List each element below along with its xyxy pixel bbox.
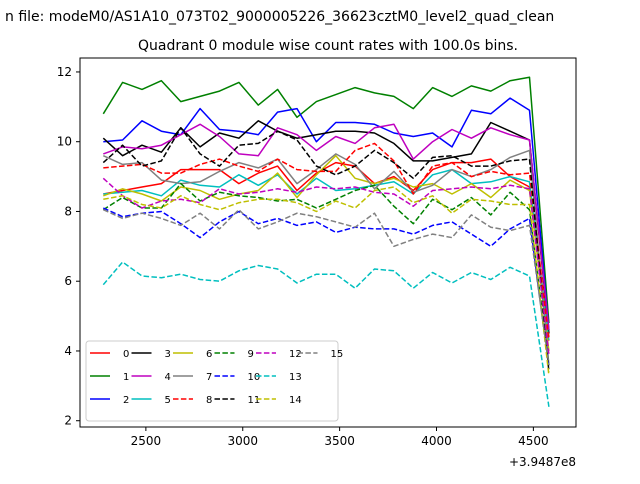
series-line-15 bbox=[102, 208, 550, 366]
legend-label-1: 1 bbox=[123, 372, 129, 383]
legend-label-14: 14 bbox=[289, 395, 302, 406]
x-tick-label: 3000 bbox=[227, 434, 258, 448]
x-tick-label: 4000 bbox=[421, 434, 452, 448]
legend-label-15: 15 bbox=[331, 349, 344, 360]
x-tick-label: 4500 bbox=[518, 434, 549, 448]
y-tick-label: 10 bbox=[57, 135, 72, 149]
series-line-8 bbox=[103, 142, 550, 341]
y-tick-label: 6 bbox=[64, 274, 72, 288]
legend-label-10: 10 bbox=[248, 372, 261, 383]
series-line-9 bbox=[102, 182, 550, 365]
series-line-13 bbox=[102, 261, 550, 407]
legend-label-11: 11 bbox=[248, 395, 261, 406]
x-tick-label: 2500 bbox=[131, 434, 162, 448]
series-line-10 bbox=[102, 207, 550, 369]
legend-label-2: 2 bbox=[123, 395, 129, 406]
chart-suptitle: n file: modeM0/AS1A10_073T02_9000005226_… bbox=[5, 9, 554, 25]
legend-label-8: 8 bbox=[206, 395, 212, 406]
legend-label-13: 13 bbox=[289, 372, 302, 383]
legend-label-5: 5 bbox=[165, 395, 171, 406]
plot-frame bbox=[79, 57, 577, 428]
series-line-12 bbox=[102, 177, 550, 355]
legend-label-9: 9 bbox=[248, 349, 254, 360]
x-offset-label: +3.9487e8 bbox=[509, 455, 576, 469]
chart-title: Quadrant 0 module wise count rates with … bbox=[138, 38, 518, 54]
series-line-14 bbox=[103, 186, 550, 376]
x-tick-label: 3500 bbox=[324, 434, 355, 448]
series-line-0 bbox=[103, 158, 550, 338]
y-tick-label: 4 bbox=[64, 344, 72, 358]
series-layer bbox=[102, 76, 550, 407]
legend-label-3: 3 bbox=[165, 349, 171, 360]
y-tick-label: 2 bbox=[64, 414, 72, 428]
legend-label-7: 7 bbox=[206, 372, 212, 383]
series-line-11 bbox=[102, 127, 550, 372]
y-tick-label: 12 bbox=[57, 65, 72, 79]
legend-label-4: 4 bbox=[165, 372, 171, 383]
legend-label-6: 6 bbox=[206, 349, 212, 360]
legend-label-12: 12 bbox=[289, 349, 302, 360]
series-line-1 bbox=[102, 76, 550, 324]
legend-label-0: 0 bbox=[123, 349, 129, 360]
series-line-4 bbox=[103, 123, 550, 331]
legend-box bbox=[85, 340, 339, 422]
series-line-6 bbox=[103, 154, 550, 352]
y-tick-label: 8 bbox=[64, 204, 72, 218]
